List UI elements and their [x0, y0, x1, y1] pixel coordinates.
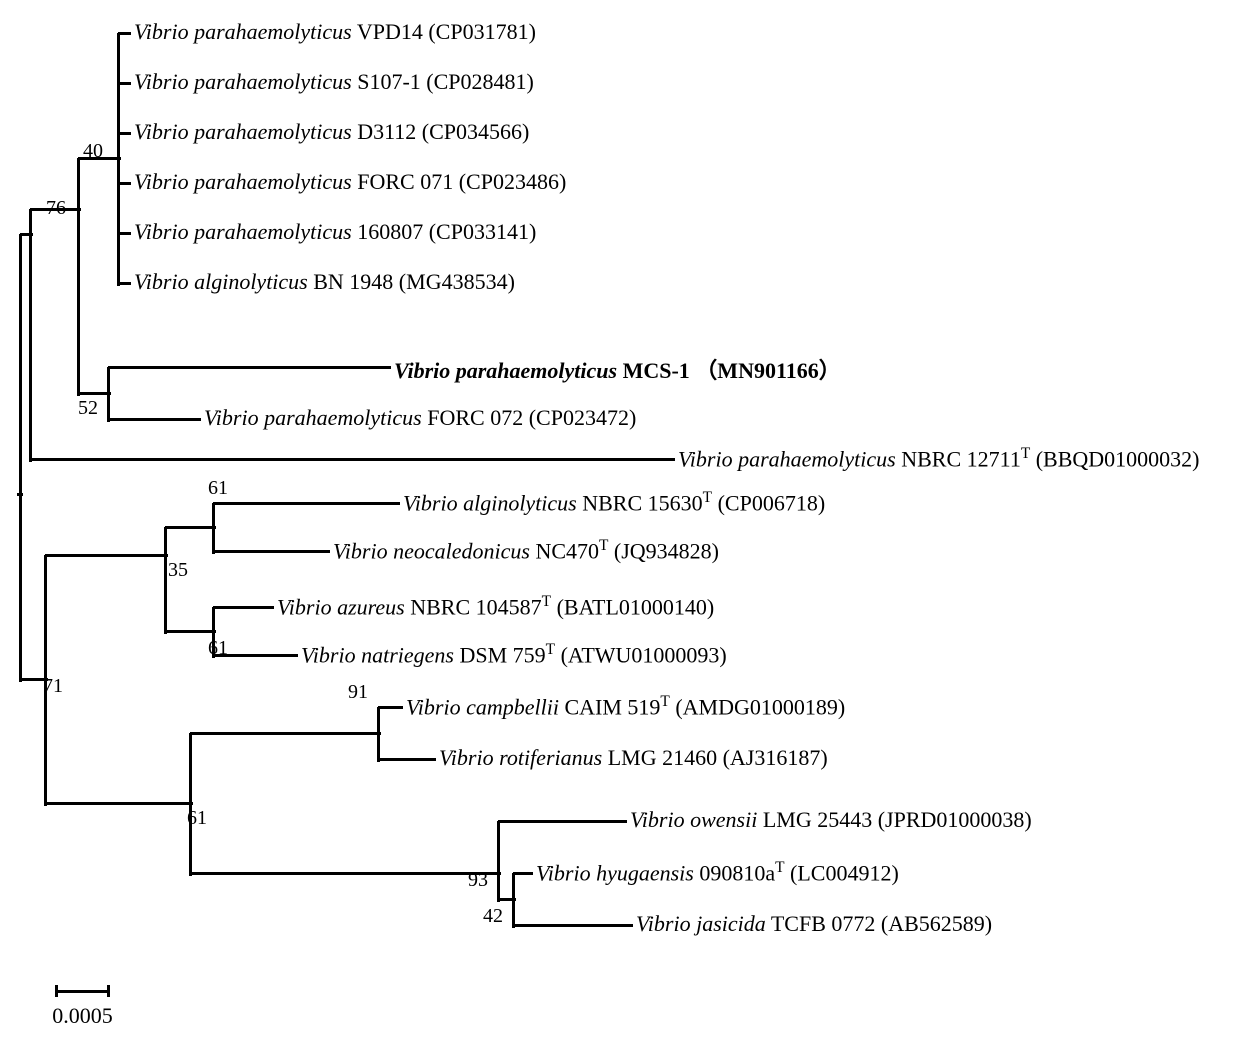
tree-branch — [117, 33, 120, 286]
tree-branch — [164, 527, 167, 634]
tree-branch — [190, 872, 501, 875]
scale-bar: 0.0005 — [55, 985, 112, 1035]
taxon-label: Vibrio parahaemolyticus NBRC 12711T (BBQ… — [678, 445, 1200, 472]
tree-branch — [165, 526, 216, 529]
taxon-label: Vibrio parahaemolyticus S107-1 (CP028481… — [134, 69, 534, 95]
taxon-label: Vibrio azureus NBRC 104587T (BATL0100014… — [277, 593, 714, 620]
tree-branch — [213, 550, 330, 553]
taxon-label: Vibrio campbellii CAIM 519T (AMDG0100018… — [406, 693, 845, 720]
tree-branch — [378, 758, 436, 761]
tree-branch — [165, 630, 216, 633]
tree-branch — [118, 32, 131, 35]
taxon-label: Vibrio rotiferianus LMG 21460 (AJ316187) — [439, 745, 828, 771]
tree-branch — [190, 732, 381, 735]
tree-branch — [30, 458, 675, 461]
tree-branch — [107, 367, 110, 422]
bootstrap-value: 76 — [46, 197, 66, 220]
bootstrap-value: 91 — [348, 681, 368, 704]
bootstrap-value: 93 — [468, 869, 488, 892]
scale-label: 0.0005 — [51, 1003, 114, 1029]
tree-branch — [498, 820, 627, 823]
taxon-label: Vibrio jasicida TCFB 0772 (AB562589) — [636, 911, 992, 937]
tree-branch — [213, 502, 400, 505]
tree-branch — [118, 82, 131, 85]
bootstrap-value: 61 — [208, 477, 228, 500]
tree-branch — [212, 503, 215, 554]
tree-branch — [19, 234, 22, 682]
tree-branch — [108, 366, 391, 369]
tree-branch — [118, 182, 131, 185]
bootstrap-value: 40 — [83, 140, 103, 163]
tree-branch — [77, 158, 80, 396]
taxon-label: Vibrio hyugaensis 090810aT (LC004912) — [536, 859, 899, 886]
taxon-label: Vibrio alginolyticus NBRC 15630T (CP0067… — [403, 489, 825, 516]
tree-branch — [29, 209, 32, 462]
tree-branch — [377, 707, 380, 762]
bootstrap-value: 71 — [43, 675, 63, 698]
tree-branch — [118, 132, 131, 135]
tree-branch — [189, 733, 192, 876]
taxon-label: Vibrio natriegens DSM 759T (ATWU01000093… — [301, 641, 727, 668]
taxon-label: Vibrio parahaemolyticus 160807 (CP033141… — [134, 219, 536, 245]
taxon-label: Vibrio parahaemolyticus D3112 (CP034566) — [134, 119, 529, 145]
tree-branch — [512, 873, 515, 928]
taxon-label: Vibrio parahaemolyticus FORC 072 (CP0234… — [204, 405, 636, 431]
bootstrap-value: 52 — [78, 397, 98, 420]
tree-branch — [497, 821, 500, 902]
tree-branch — [213, 606, 274, 609]
tree-branch — [513, 872, 533, 875]
taxon-label: Vibrio parahaemolyticus FORC 071 (CP0234… — [134, 169, 566, 195]
tree-branch — [378, 706, 403, 709]
bootstrap-value: 35 — [168, 559, 188, 582]
tree-branch — [108, 418, 201, 421]
taxon-label: Vibrio parahaemolyticus VPD14 (CP031781) — [134, 19, 536, 45]
taxon-label: Vibrio parahaemolyticus MCS-1 （MN901166） — [394, 353, 841, 385]
bootstrap-value: 42 — [483, 905, 503, 928]
taxon-label: Vibrio neocaledonicus NC470T (JQ934828) — [333, 537, 719, 564]
tree-branch — [45, 802, 193, 805]
tree-branch — [45, 554, 168, 557]
phylogenetic-tree: 76 40 52 71 35 61 61 61 91 93 42 Vibrio parahaemoly… — [0, 0, 1239, 1055]
tree-branch — [118, 232, 131, 235]
tree-branch — [118, 282, 131, 285]
taxon-label: Vibrio owensii LMG 25443 (JPRD01000038) — [630, 807, 1032, 833]
bootstrap-value: 61 — [208, 637, 228, 660]
tree-branch — [513, 924, 633, 927]
taxon-label: Vibrio alginolyticus BN 1948 (MG438534) — [134, 269, 515, 295]
bootstrap-value: 61 — [187, 807, 207, 830]
